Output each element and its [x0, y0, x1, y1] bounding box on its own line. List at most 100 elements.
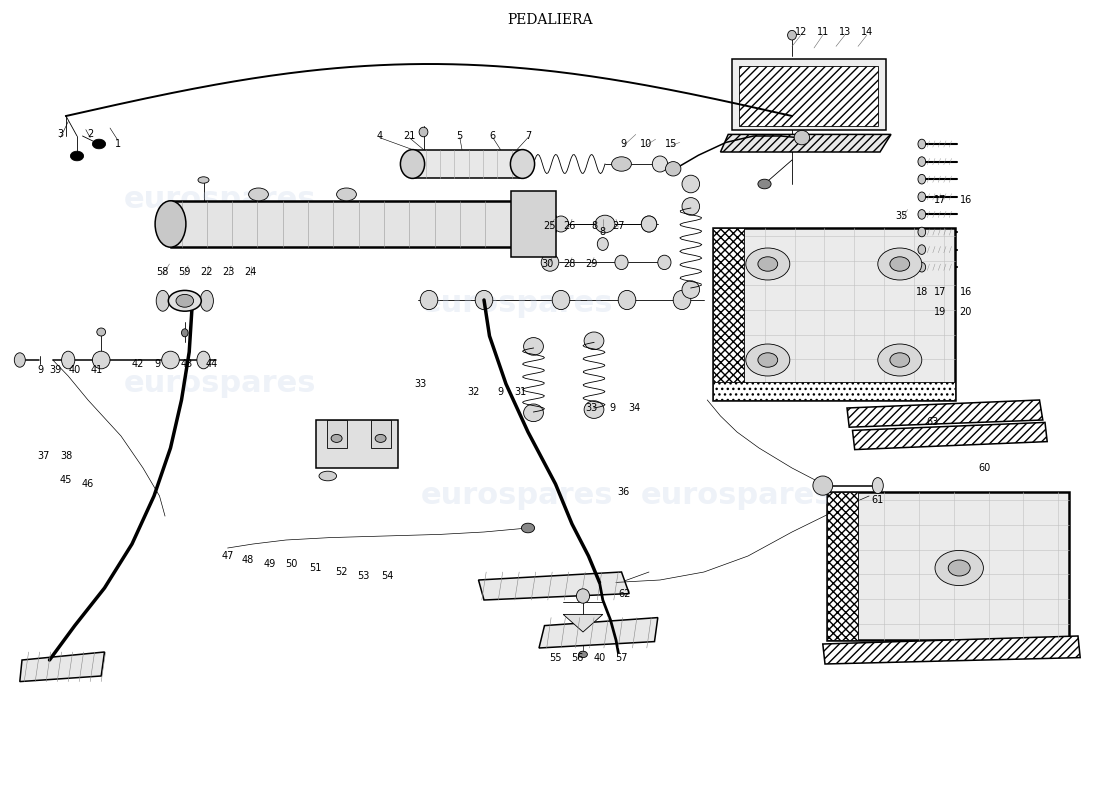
Ellipse shape	[553, 216, 569, 232]
Text: 17: 17	[934, 195, 947, 205]
Circle shape	[331, 434, 342, 442]
Ellipse shape	[584, 401, 604, 418]
Text: 9: 9	[37, 366, 44, 375]
Circle shape	[612, 157, 631, 171]
Text: 51: 51	[309, 563, 322, 573]
Polygon shape	[478, 572, 629, 600]
Circle shape	[70, 151, 84, 161]
Text: 4: 4	[376, 131, 383, 141]
Text: 40: 40	[68, 366, 81, 375]
Text: 18: 18	[915, 287, 928, 297]
Circle shape	[758, 179, 771, 189]
Text: 35: 35	[895, 211, 909, 221]
Text: eurospares: eurospares	[123, 186, 317, 214]
Text: 14: 14	[860, 27, 873, 37]
Bar	[316, 420, 398, 468]
Text: 52: 52	[334, 567, 348, 577]
Text: 3: 3	[57, 130, 64, 139]
Circle shape	[746, 344, 790, 376]
Text: 56: 56	[571, 653, 584, 662]
Ellipse shape	[162, 351, 179, 369]
Ellipse shape	[597, 238, 608, 250]
Text: 19: 19	[934, 307, 947, 317]
Ellipse shape	[682, 281, 700, 298]
Ellipse shape	[419, 127, 428, 137]
Ellipse shape	[584, 332, 604, 350]
Text: 49: 49	[263, 559, 276, 569]
Polygon shape	[720, 134, 891, 152]
Text: 30: 30	[541, 259, 554, 269]
Bar	[412, 150, 522, 178]
Ellipse shape	[552, 290, 570, 310]
Text: 22: 22	[200, 267, 213, 277]
Text: 55: 55	[549, 653, 562, 662]
Ellipse shape	[652, 156, 668, 172]
Text: 5: 5	[456, 131, 463, 141]
Text: 54: 54	[381, 571, 394, 581]
Ellipse shape	[155, 201, 186, 247]
Ellipse shape	[666, 162, 681, 176]
Polygon shape	[823, 636, 1080, 664]
Text: PEDALIERA: PEDALIERA	[507, 13, 593, 27]
Text: eurospares: eurospares	[420, 290, 614, 318]
Ellipse shape	[475, 290, 493, 310]
Text: 8: 8	[600, 227, 606, 237]
Ellipse shape	[576, 589, 590, 603]
Bar	[170, 201, 550, 247]
Circle shape	[176, 294, 194, 307]
Text: 53: 53	[356, 571, 370, 581]
Ellipse shape	[682, 198, 700, 215]
Bar	[327, 420, 346, 448]
Ellipse shape	[337, 188, 356, 201]
Ellipse shape	[813, 476, 833, 495]
Circle shape	[890, 257, 910, 271]
Ellipse shape	[14, 353, 25, 367]
Circle shape	[375, 434, 386, 442]
Ellipse shape	[794, 130, 810, 145]
Text: 57: 57	[615, 653, 628, 662]
Circle shape	[758, 353, 778, 367]
Circle shape	[878, 248, 922, 280]
Circle shape	[521, 523, 535, 533]
Text: 46: 46	[81, 479, 95, 489]
Text: 16: 16	[959, 195, 972, 205]
Text: 24: 24	[244, 267, 257, 277]
Bar	[827, 492, 858, 640]
Text: 26: 26	[563, 221, 576, 230]
Text: 9: 9	[497, 387, 504, 397]
Ellipse shape	[917, 210, 926, 219]
Text: 11: 11	[816, 27, 829, 37]
Ellipse shape	[917, 174, 926, 184]
Text: 59: 59	[178, 267, 191, 277]
Polygon shape	[20, 652, 104, 682]
Text: 62: 62	[618, 589, 631, 598]
Text: eurospares: eurospares	[123, 370, 317, 398]
Ellipse shape	[198, 177, 209, 183]
Text: eurospares: eurospares	[420, 482, 614, 510]
Ellipse shape	[400, 150, 425, 178]
Circle shape	[579, 651, 587, 658]
Text: 1: 1	[114, 139, 121, 149]
Text: 33: 33	[585, 403, 598, 413]
Ellipse shape	[917, 157, 926, 166]
Ellipse shape	[541, 254, 559, 271]
Bar	[713, 228, 955, 400]
Ellipse shape	[641, 216, 657, 232]
Text: 58: 58	[156, 267, 169, 277]
Text: 36: 36	[617, 487, 630, 497]
Circle shape	[758, 257, 778, 271]
Text: 7: 7	[525, 131, 531, 141]
Ellipse shape	[917, 192, 926, 202]
Ellipse shape	[641, 216, 657, 232]
Circle shape	[878, 344, 922, 376]
Text: 15: 15	[664, 139, 678, 149]
Text: 9: 9	[154, 359, 161, 369]
Ellipse shape	[92, 351, 110, 369]
Ellipse shape	[917, 227, 926, 237]
Text: 12: 12	[794, 27, 807, 37]
Polygon shape	[847, 400, 1043, 427]
Bar	[732, 59, 886, 130]
Ellipse shape	[788, 30, 796, 40]
Ellipse shape	[524, 404, 543, 422]
Bar	[512, 191, 556, 257]
